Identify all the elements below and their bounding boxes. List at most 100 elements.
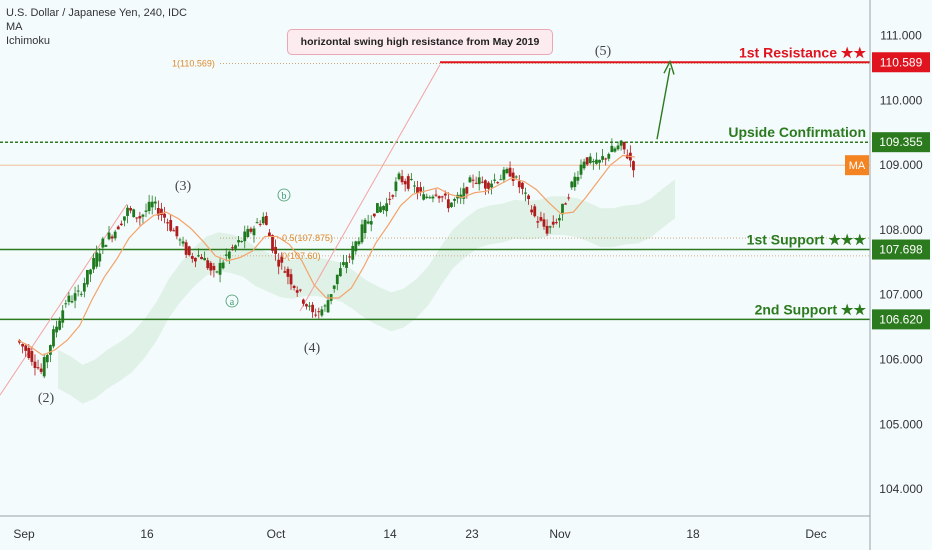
price-badge[interactable] (872, 132, 930, 153)
candle-body (619, 140, 623, 146)
candle-body (490, 183, 493, 188)
candle-body (354, 241, 358, 252)
candle-body (147, 201, 151, 212)
price-tick-label: 105.000 (879, 417, 923, 431)
indicator-ichimoku-label[interactable]: Ichimoku (6, 35, 51, 47)
time-tick-label: Dec (805, 527, 826, 541)
candle-body (64, 303, 68, 305)
candle-body (73, 293, 77, 301)
candle-body (36, 367, 40, 369)
candle-body (406, 176, 410, 189)
candle-body (338, 268, 342, 277)
level-lines (0, 61, 870, 321)
candle-body (366, 221, 370, 224)
price-axis[interactable]: 104.000 105.000 106.000 107.000 108.000 109.0… (869, 0, 923, 550)
candle-body (200, 256, 203, 260)
candle-body (292, 285, 296, 289)
candle-body (588, 156, 592, 163)
candle-body (446, 199, 450, 209)
candle-body (141, 214, 145, 217)
candle-body (462, 188, 466, 199)
candle-body (268, 232, 271, 237)
wave-arrows (0, 59, 675, 396)
candle-body (616, 145, 620, 150)
resistance-annotation: horizontal swing high resistance from Ma… (287, 29, 553, 55)
candle-body (520, 182, 524, 189)
wave-circle (277, 188, 291, 202)
candle-body (61, 310, 65, 323)
candle-body (397, 173, 401, 180)
price-tick-label: 111.000 (880, 29, 922, 43)
candle-body (67, 295, 71, 302)
candle-body (567, 197, 571, 199)
candle-body (184, 242, 188, 255)
price-badge-value: 106.620 (879, 312, 923, 326)
level-labels: 1st Resistance ★★ 110.589 Upside Confirmat… (728, 44, 930, 330)
candle-body (425, 196, 429, 198)
candle-body (323, 305, 327, 307)
candle-body (178, 239, 182, 241)
level-label: 1st Resistance ★★ (739, 44, 866, 60)
candle-body (437, 196, 441, 199)
candle-body (342, 262, 345, 266)
candle-body (295, 290, 299, 293)
candle-body (548, 226, 552, 228)
candle-body (496, 182, 500, 184)
candle-body (443, 193, 447, 196)
candle-body (465, 187, 469, 194)
candle-body (369, 221, 373, 225)
upside-arrow (656, 67, 671, 140)
ma-badge[interactable] (845, 155, 869, 176)
candle-body (348, 256, 352, 258)
candle-body (493, 179, 497, 181)
candle-body (517, 181, 521, 188)
candle-body (311, 304, 315, 313)
candle-body (335, 274, 339, 285)
candle-body (613, 148, 617, 152)
candle-body (499, 179, 503, 181)
price-badge[interactable] (872, 52, 930, 73)
candle-body (601, 156, 605, 160)
candle-body (524, 192, 527, 194)
candle-body (246, 228, 250, 238)
candle-body (409, 178, 413, 180)
candle-body (135, 217, 139, 219)
candle-body (126, 207, 129, 216)
time-axis[interactable]: Sep 16 Oct 14 23 Nov 18 Dec (0, 515, 870, 541)
candle-body (459, 194, 463, 199)
candle-body (477, 177, 481, 185)
candle-body (428, 197, 432, 199)
candle-body (591, 160, 595, 163)
candle-body (89, 269, 92, 275)
candle-body (527, 195, 530, 200)
candle-body (487, 182, 490, 189)
indicator-ma-label[interactable]: MA (6, 21, 23, 33)
candle-body (480, 181, 484, 183)
candlestick-series (18, 138, 635, 379)
time-tick-label: 14 (383, 527, 397, 541)
candle-body (129, 208, 133, 211)
candle-body (376, 203, 379, 213)
price-badge[interactable] (872, 239, 930, 260)
chart-header: U.S. Dollar / Japanese Yen, 240, IDC MA … (6, 6, 187, 48)
candle-body (234, 245, 237, 249)
candle-body (181, 241, 185, 244)
candle-body (76, 290, 80, 292)
candle-body (400, 176, 404, 183)
candle-body (27, 347, 31, 358)
candle-body (573, 176, 577, 188)
level-label: 2nd Support ★★ (755, 301, 867, 317)
candle-body (119, 223, 123, 226)
candle-body (82, 283, 86, 292)
candle-body (144, 210, 148, 212)
time-tick-label: Nov (549, 527, 570, 541)
candle-body (298, 289, 302, 291)
price-badge[interactable] (872, 309, 930, 330)
candle-body (42, 357, 46, 377)
level-label: 1st Support ★★★ (747, 232, 867, 248)
candle-body (153, 201, 157, 204)
candle-body (440, 196, 444, 198)
candle-body (582, 161, 586, 169)
candle-body (237, 240, 240, 243)
